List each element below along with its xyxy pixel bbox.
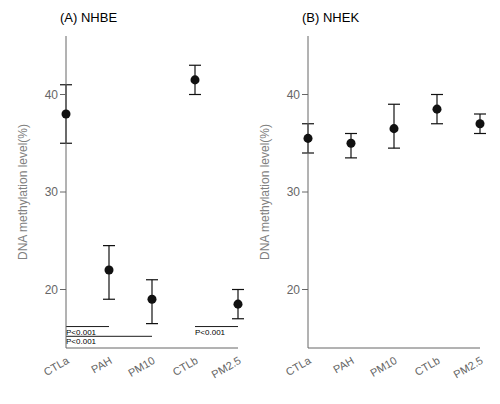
svg-text:CTLa: CTLa: [284, 354, 314, 378]
svg-text:P<0.001: P<0.001: [66, 328, 97, 337]
svg-text:PM10: PM10: [126, 354, 157, 379]
svg-text:DNA methylation level(%): DNA methylation level(%): [258, 124, 272, 260]
svg-text:30: 30: [287, 185, 301, 199]
svg-text:PM2.5: PM2.5: [451, 354, 485, 380]
svg-text:20: 20: [287, 283, 301, 297]
svg-text:40: 40: [45, 88, 59, 102]
svg-text:P<0.001: P<0.001: [66, 337, 97, 346]
svg-text:PM2.5: PM2.5: [209, 354, 243, 380]
svg-text:DNA methylation level(%): DNA methylation level(%): [16, 124, 30, 260]
svg-text:20: 20: [45, 283, 59, 297]
svg-text:PAH: PAH: [89, 354, 114, 375]
html-text:(B) NHEK: (B) NHEK: [302, 10, 360, 25]
svg-text:40: 40: [287, 88, 301, 102]
svg-text:30: 30: [45, 185, 59, 199]
svg-text:PM10: PM10: [368, 354, 399, 379]
svg-text:PAH: PAH: [331, 354, 356, 375]
svg-text:CTLa: CTLa: [42, 354, 72, 378]
svg-text:CTLb: CTLb: [413, 354, 442, 378]
html-text:(A) NHBE: (A) NHBE: [60, 10, 118, 25]
svg-text:P<0.001: P<0.001: [195, 328, 226, 337]
svg-text:CTLb: CTLb: [171, 354, 200, 378]
